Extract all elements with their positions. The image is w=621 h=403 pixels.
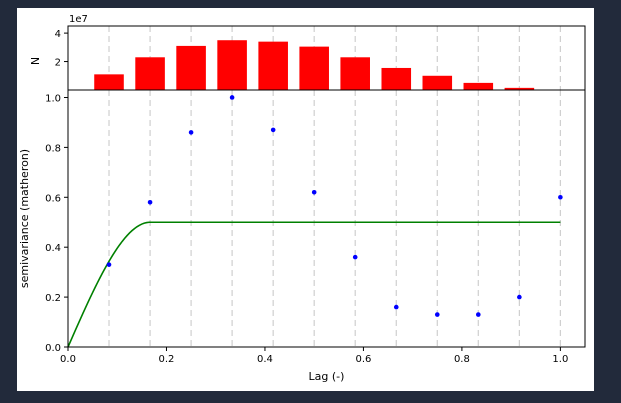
histogram-bar bbox=[381, 67, 412, 90]
histogram-axes: 24 1e7 N bbox=[29, 14, 586, 91]
data-point bbox=[476, 312, 481, 317]
variogram-axes: 0.0 0.2 0.4 0.6 0.8 1.0 0.0 0.2 0.4 0.6 0.8 1.0 La… bbox=[18, 89, 586, 383]
y-tick-label: 0.0 bbox=[45, 343, 61, 354]
x-tick-label: 0.8 bbox=[454, 354, 470, 365]
histogram-bar bbox=[299, 46, 329, 90]
histogram-bar bbox=[135, 57, 165, 90]
y-tick-label: 0.8 bbox=[45, 143, 61, 154]
data-point bbox=[229, 95, 235, 100]
histogram-offset-text: 1e7 bbox=[69, 14, 88, 25]
model-curve bbox=[67, 221, 561, 348]
x-tick-label: 1.0 bbox=[552, 354, 568, 365]
y-axis-label: semivariance (matheron) bbox=[18, 149, 31, 288]
experimental-points bbox=[106, 95, 563, 317]
x-tick-label: 0.4 bbox=[257, 354, 273, 365]
data-point bbox=[393, 304, 399, 310]
y-tick-label: 0.4 bbox=[45, 243, 61, 254]
histogram-y-tick-label: 4 bbox=[55, 29, 61, 40]
histogram-bar bbox=[258, 41, 288, 90]
variogram-lag-lines bbox=[108, 90, 561, 347]
y-tick-label: 1.0 bbox=[45, 93, 61, 104]
histogram-bar bbox=[94, 74, 124, 90]
histogram-bar bbox=[504, 87, 535, 90]
data-point bbox=[517, 294, 522, 300]
data-point bbox=[188, 130, 194, 135]
y-ticks: 0.0 0.2 0.4 0.6 0.8 1.0 bbox=[45, 93, 68, 354]
x-tick-label: 0.0 bbox=[60, 354, 76, 365]
histogram-bars bbox=[94, 40, 535, 90]
histogram-bar bbox=[217, 40, 247, 90]
histogram-bar bbox=[176, 45, 206, 90]
y-tick-label: 0.2 bbox=[45, 293, 61, 304]
data-point bbox=[106, 262, 112, 267]
histogram-y-ticks: 24 bbox=[55, 29, 68, 69]
data-point bbox=[311, 190, 317, 195]
y-tick-label: 0.6 bbox=[45, 193, 61, 204]
x-axis-label: Lag (-) bbox=[309, 370, 345, 383]
histogram-bar bbox=[422, 75, 453, 90]
histogram-bar bbox=[463, 82, 494, 90]
variogram-chart: 24 1e7 N 0.0 0.2 0.4 0.6 0.8 1.0 0.00.20.40.6… bbox=[18, 14, 586, 383]
data-point bbox=[434, 312, 440, 317]
data-point bbox=[147, 199, 153, 205]
x-tick-label: 0.6 bbox=[355, 354, 371, 365]
variogram-frame bbox=[67, 89, 586, 348]
histogram-y-tick-label: 2 bbox=[55, 58, 61, 69]
data-point bbox=[352, 254, 358, 260]
data-point bbox=[270, 127, 276, 133]
histogram-y-label: N bbox=[29, 57, 42, 65]
data-point bbox=[558, 194, 563, 200]
x-tick-label: 0.2 bbox=[159, 354, 175, 365]
x-ticks: 0.0 0.2 0.4 0.6 0.8 1.0 bbox=[60, 347, 568, 365]
histogram-bar bbox=[340, 57, 370, 90]
